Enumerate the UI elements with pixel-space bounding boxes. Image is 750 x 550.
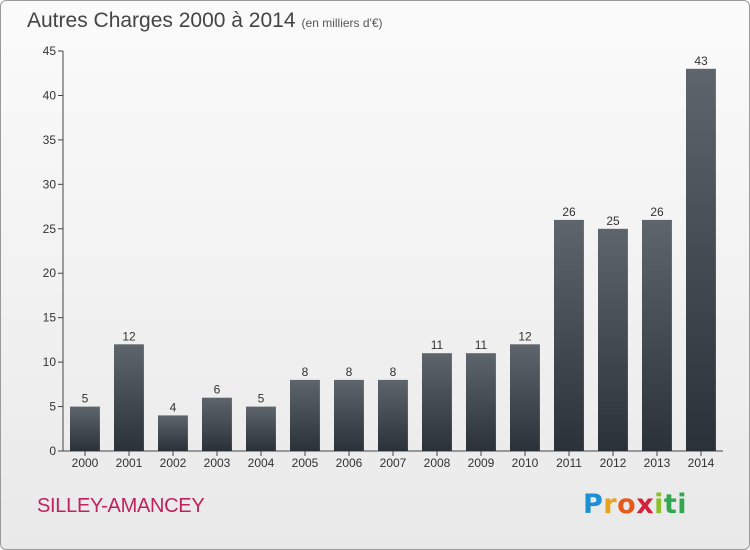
- data-label: 11: [431, 338, 444, 352]
- x-tick-label: 2008: [424, 456, 451, 470]
- data-label: 6: [214, 383, 221, 397]
- bar: [422, 353, 452, 451]
- bar: [598, 228, 628, 451]
- chart-title: Autres Charges 2000 à 2014 (en milliers d…: [27, 9, 383, 33]
- y-axis: 0 5 10 15 20 25 30 35 40 45: [43, 44, 64, 458]
- bar: [466, 353, 496, 451]
- data-label: 5: [258, 392, 265, 406]
- logo-letter: P: [583, 489, 604, 520]
- logo-letter: ti: [663, 489, 688, 520]
- x-tick-label: 2005: [292, 456, 319, 470]
- data-label: 26: [650, 205, 664, 219]
- bar: [510, 344, 540, 451]
- x-tick-label: 2003: [204, 456, 231, 470]
- data-label: 43: [694, 54, 708, 68]
- x-tick-label: 2010: [512, 456, 539, 470]
- y-tick-label: 45: [43, 44, 57, 58]
- logo-letter: x: [636, 489, 655, 520]
- chart-title-text: Autres Charges 2000 à 2014: [27, 9, 296, 32]
- x-tick-label: 2011: [556, 456, 582, 470]
- commune-name: SILLEY-AMANCEY: [37, 495, 205, 517]
- bar: [246, 406, 276, 451]
- y-tick-label: 5: [49, 400, 56, 414]
- bar: [554, 219, 584, 451]
- data-label: 25: [606, 214, 620, 228]
- bar: [290, 379, 320, 451]
- y-tick-label: 40: [43, 88, 57, 102]
- bar: [378, 379, 408, 451]
- logo-letter: i: [654, 489, 664, 520]
- bar: [114, 344, 144, 451]
- y-tick-label: 10: [43, 355, 57, 369]
- data-label: 12: [518, 329, 532, 343]
- bar: [334, 379, 364, 451]
- y-tick-label: 25: [43, 222, 57, 236]
- x-tick-label: 2009: [468, 456, 495, 470]
- data-label: 26: [562, 205, 576, 219]
- x-tick-label: 2014: [688, 456, 715, 470]
- bar: [686, 68, 716, 452]
- bar: [642, 219, 672, 451]
- data-label: 4: [170, 400, 177, 414]
- bar: [158, 415, 188, 451]
- logo-letter: o: [617, 489, 637, 520]
- x-tick-label: 2004: [248, 456, 275, 470]
- bar: [202, 397, 232, 451]
- data-label: 8: [346, 365, 353, 379]
- y-tick-label: 35: [43, 133, 57, 147]
- chart-subtitle: (en milliers d'€): [301, 16, 383, 30]
- x-tick-label: 2013: [644, 456, 671, 470]
- data-label: 12: [122, 329, 136, 343]
- data-label: 8: [390, 365, 397, 379]
- x-tick-label: 2001: [116, 456, 143, 470]
- bar-series: 5 12 4 6 5 8 8 8 11 11 12 26 25 26 43: [70, 54, 716, 452]
- proxiti-logo: Proxiti: [583, 489, 687, 520]
- x-axis: 2000 2001 2002 2003 2004 2005 2006 2007 2008 2009…: [63, 450, 723, 470]
- y-tick-label: 0: [49, 444, 56, 458]
- logo-letter: r: [603, 489, 618, 520]
- x-tick-label: 2006: [336, 456, 363, 470]
- x-tick-label: 2000: [72, 456, 99, 470]
- data-label: 5: [82, 392, 89, 406]
- x-tick-label: 2007: [380, 456, 407, 470]
- x-tick-label: 2002: [160, 456, 187, 470]
- data-label: 11: [475, 338, 488, 352]
- bar: [70, 406, 100, 451]
- y-tick-label: 20: [43, 266, 57, 280]
- x-tick-label: 2012: [600, 456, 627, 470]
- y-tick-label: 15: [43, 311, 57, 325]
- y-tick-label: 30: [43, 177, 57, 191]
- data-label: 8: [302, 365, 309, 379]
